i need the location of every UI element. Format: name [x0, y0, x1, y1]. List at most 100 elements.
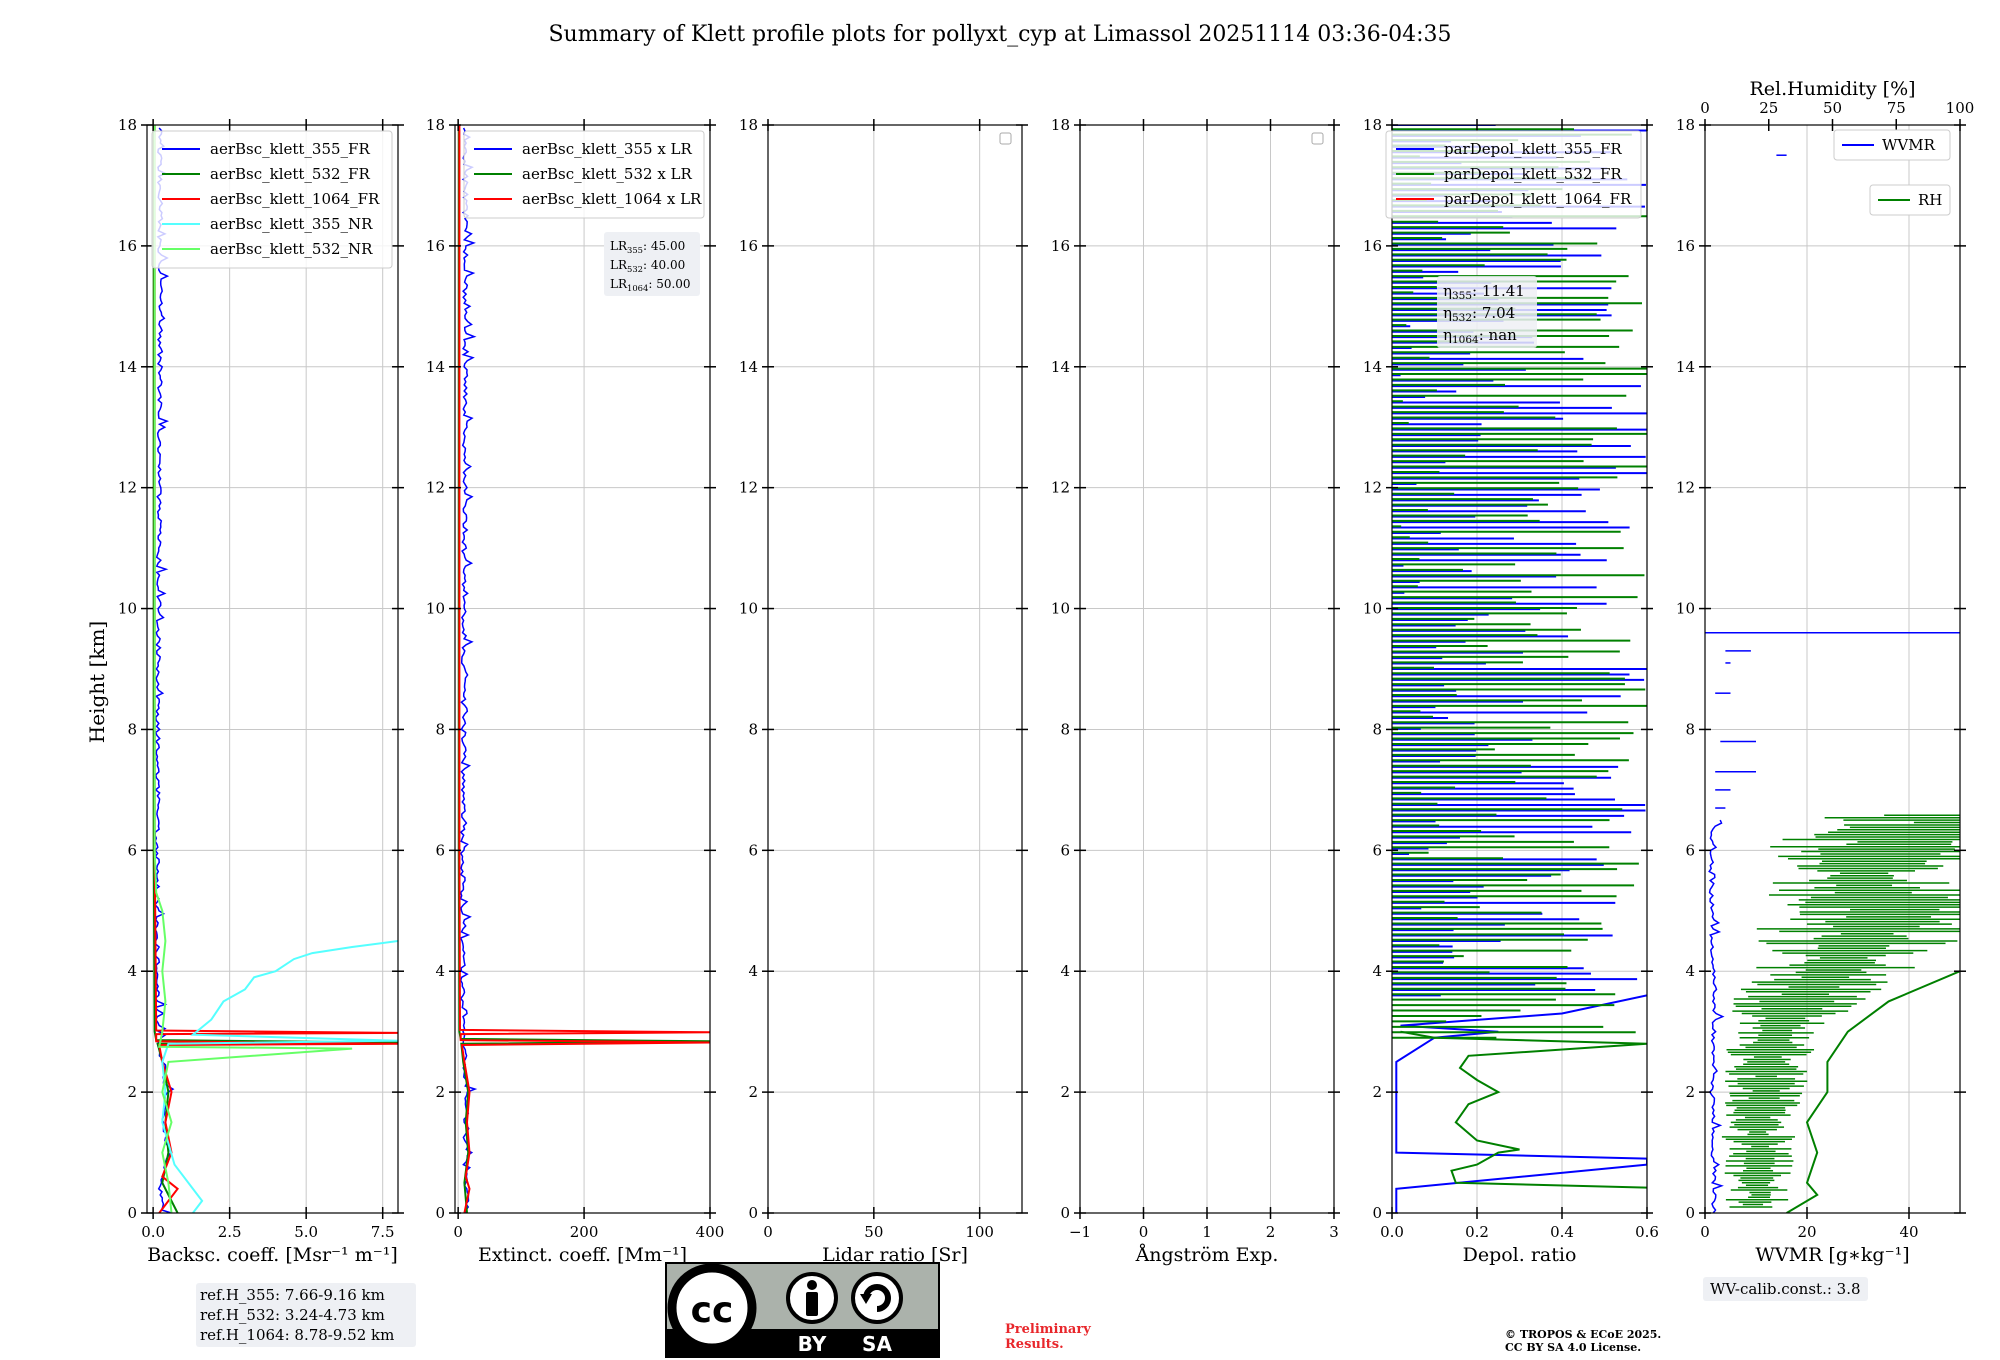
series-aerBsc_klett_1064 x LR — [458, 125, 710, 1213]
series-group — [152, 125, 398, 1213]
legend-label: aerBsc_klett_532_FR — [210, 165, 370, 183]
y-tick-label: 10 — [118, 600, 137, 618]
x-tick-label: 0 — [453, 1223, 463, 1241]
x-axis-label: WVMR [g∗kg⁻¹] — [1755, 1244, 1909, 1266]
x-tick-label: 0.0 — [1380, 1223, 1404, 1241]
series-aerBsc_klett_355_NR — [161, 940, 398, 1213]
x-axis-label: Extinct. coeff. [Mm⁻¹] — [478, 1244, 687, 1266]
license-sa-label: SA — [862, 1332, 892, 1356]
x-tick-label: 0.4 — [1550, 1223, 1574, 1241]
x2-tick-label: 0 — [1700, 99, 1710, 117]
series-aerBsc_klett_355 x LR — [459, 127, 478, 1213]
legend-label: RH — [1918, 191, 1942, 209]
y-tick-label: 2 — [435, 1083, 445, 1101]
y-tick-label: 14 — [118, 358, 137, 376]
y-tick-label: 8 — [748, 720, 758, 738]
y-tick-label: 2 — [748, 1083, 758, 1101]
x-tick-label: 1 — [1202, 1223, 1212, 1241]
x-tick-label: 200 — [570, 1223, 599, 1241]
reference-height-box: ref.H_355: 7.66-9.16 km ref.H_532: 3.24-… — [196, 1283, 416, 1347]
cc-icon — [667, 1263, 757, 1353]
lidar-ratio-annotation: LR1064: 50.00 — [610, 277, 691, 293]
y-tick-label: 14 — [1363, 358, 1382, 376]
copyright-line-1: © TROPOS & ECoE 2025. — [1505, 1328, 1662, 1341]
y-tick-label: 0 — [1685, 1204, 1695, 1222]
legend-box — [1385, 130, 1642, 219]
x-tick-label: 100 — [965, 1223, 994, 1241]
panel-extinction: 0 2 4 6 8 10 12 14 16 18 0 200 400 Extinct. coeff. [M… — [426, 116, 724, 1266]
copyright-line-2: CC BY SA 4.0 License. — [1505, 1341, 1642, 1354]
y-tick-label: 0 — [435, 1204, 445, 1222]
empty-legend-marker — [999, 132, 1012, 145]
y-tick-label: 10 — [426, 600, 445, 618]
y-tick-label: 4 — [1685, 962, 1695, 980]
y-tick-label: 6 — [1372, 841, 1382, 859]
legend-label: aerBsc_klett_532_NR — [210, 240, 373, 258]
cc-by-sa-license-badge: cc BY SA — [665, 1262, 940, 1358]
preliminary-notice: Preliminary Results. — [1005, 1322, 1091, 1352]
legend-label: aerBsc_klett_355 x LR — [522, 140, 693, 158]
legend-label: aerBsc_klett_1064 x LR — [522, 190, 702, 208]
series-aerBsc_klett_532_FR — [152, 125, 398, 1213]
depol-annotation-box — [1437, 276, 1537, 348]
x-tick-label: −1 — [1069, 1223, 1091, 1241]
y-tick-label: 4 — [127, 962, 137, 980]
axes-frame — [146, 124, 399, 1214]
y-tick-label: 12 — [1676, 479, 1695, 497]
depol-annotation: η1064: nan — [1443, 326, 1517, 346]
panel-backscatter: 0 2 4 6 8 10 12 14 16 18 0.0 2.5 5.0 7.5 Backsc. coeff… — [118, 116, 404, 1266]
y-tick-label: 4 — [748, 962, 758, 980]
x-tick-label: 2 — [1266, 1223, 1276, 1241]
series-WVMR — [1708, 819, 1725, 1213]
x-tick-label: 0 — [1700, 1223, 1710, 1241]
y-tick-label: 6 — [1685, 841, 1695, 859]
empty-legend-marker — [1311, 132, 1324, 145]
y-tick-label: 14 — [1051, 358, 1070, 376]
lidar-ratio-annotation-box — [604, 232, 700, 296]
x-tick-label: 20 — [1797, 1223, 1816, 1241]
y-tick-label: 0 — [1372, 1204, 1382, 1222]
x-axis-label: Ångström Exp. — [1135, 1244, 1279, 1266]
series-RH — [1786, 970, 1960, 1213]
series-group — [1705, 154, 1960, 1213]
ref-height-1064: ref.H_1064: 8.78-9.52 km — [200, 1326, 395, 1344]
legend-label: parDepol_klett_532_FR — [1444, 165, 1622, 183]
x2-tick-label: 75 — [1887, 99, 1906, 117]
x2-tick-label: 25 — [1759, 99, 1778, 117]
y-tick-label: 18 — [739, 116, 758, 134]
legend-label: aerBsc_klett_355_FR — [210, 140, 370, 158]
x-tick-label: 400 — [696, 1223, 725, 1241]
preliminary-line-2: Results. — [1005, 1337, 1064, 1352]
y-tick-label: 10 — [1676, 600, 1695, 618]
lidar-ratio-annotation: LR532: 40.00 — [610, 258, 685, 274]
y-tick-label: 8 — [1685, 720, 1695, 738]
preliminary-line-1: Preliminary — [1005, 1322, 1091, 1337]
x2-axis-label: Rel.Humidity [%] — [1749, 78, 1915, 100]
y-tick-label: 0 — [127, 1204, 137, 1222]
x-tick-label: 3 — [1329, 1223, 1339, 1241]
y-tick-label: 0 — [1060, 1204, 1070, 1222]
series-parDepol_klett_355_FR — [1395, 994, 1647, 1213]
y-tick-label: 10 — [739, 600, 758, 618]
y-tick-label: 18 — [1363, 116, 1382, 134]
panel-lidar-ratio: 0 2 4 6 8 10 12 14 16 18 0 50 100 Lidar ratio [Sr] — [739, 116, 1028, 1266]
y-tick-label: 12 — [118, 479, 137, 497]
y-tick-label: 6 — [748, 841, 758, 859]
share-alike-icon — [851, 1272, 903, 1324]
y-tick-label: 16 — [426, 237, 445, 255]
y-tick-label: 6 — [435, 841, 445, 859]
x-tick-label: 50 — [864, 1223, 883, 1241]
y-tick-label: 10 — [1363, 600, 1382, 618]
x-axis-label: Lidar ratio [Sr] — [822, 1244, 968, 1266]
legend-label: aerBsc_klett_532 x LR — [522, 165, 693, 183]
series-group — [1392, 125, 1647, 1213]
legend-label: aerBsc_klett_355_NR — [210, 215, 373, 233]
y-tick-label: 12 — [1363, 479, 1382, 497]
x-tick-label: 0 — [1139, 1223, 1149, 1241]
x-tick-label: 7.5 — [371, 1223, 395, 1241]
y-tick-label: 12 — [739, 479, 758, 497]
y-tick-label: 18 — [426, 116, 445, 134]
x-tick-label: 5.0 — [294, 1223, 318, 1241]
